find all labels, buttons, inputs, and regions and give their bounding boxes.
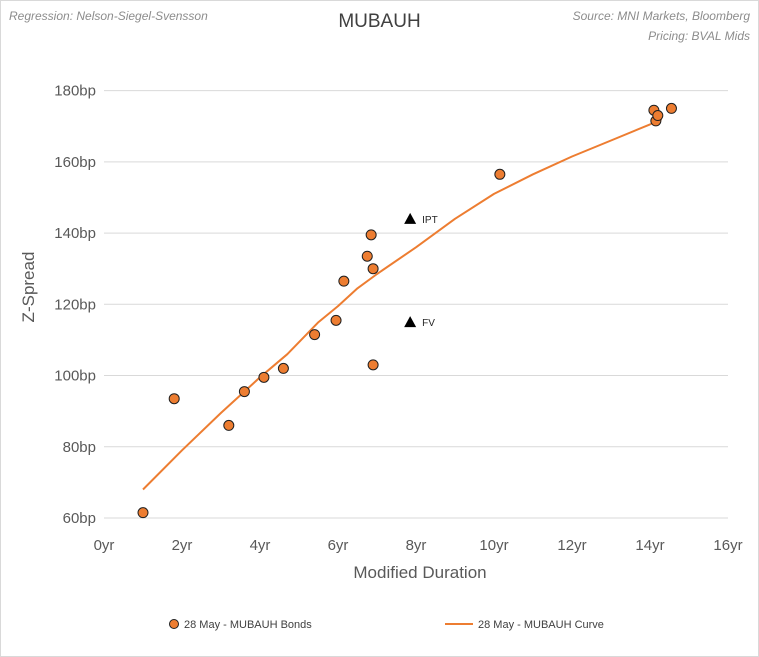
source-note-line1: Source: MNI Markets, Bloomberg	[572, 9, 750, 23]
y-tick-label: 160bp	[54, 154, 96, 171]
source-note: Source: MNI Markets, Bloomberg Pricing: …	[573, 6, 750, 46]
bond-point	[258, 371, 270, 383]
bond-point	[277, 362, 289, 374]
bond-point	[652, 110, 664, 122]
x-tick-label: 2yr	[172, 537, 193, 554]
x-tick-label: 8yr	[406, 537, 427, 554]
y-axis-title: Z-Spread	[19, 252, 38, 323]
bond-point	[137, 507, 149, 519]
y-tick-label: 180bp	[54, 83, 96, 100]
legend-curve-label: 28 May - MUBAUH Curve	[478, 619, 604, 631]
x-axis-title: Modified Duration	[353, 563, 486, 582]
y-tick-label: 140bp	[54, 225, 96, 242]
y-tick-label: 100bp	[54, 368, 96, 385]
x-tick-label: 0yr	[94, 537, 115, 554]
points-layer	[137, 102, 677, 519]
source-note-line2: Pricing: BVAL Mids	[648, 29, 750, 43]
x-tick-label: 10yr	[479, 537, 508, 554]
legend: 28 May - MUBAUH Bonds 28 May - MUBAUH Cu…	[169, 619, 604, 631]
regression-note: Regression: Nelson-Siegel-Svensson	[9, 9, 208, 23]
annotation-label: FV	[422, 318, 435, 329]
bond-point	[367, 263, 379, 275]
y-tick-label: 60bp	[63, 510, 96, 527]
bond-point	[330, 314, 342, 326]
bond-point	[665, 102, 677, 114]
x-tick-label: 4yr	[250, 537, 271, 554]
bond-point	[365, 229, 377, 241]
legend-bonds-label: 28 May - MUBAUH Bonds	[184, 619, 312, 631]
legend-bonds-marker	[169, 619, 179, 629]
annotations-layer: IPT FV	[404, 212, 438, 329]
x-tick-label: 16yr	[713, 537, 742, 554]
bond-point	[309, 329, 321, 341]
annotation-marker	[404, 212, 417, 224]
tick-labels: 60bp 80bp 100bp 120bp 140bp 160bp 180bp 0yr 2yr 4…	[54, 83, 742, 554]
annotation-marker	[404, 316, 417, 328]
bond-point	[223, 419, 235, 431]
x-tick-label: 14yr	[635, 537, 664, 554]
x-tick-label: 12yr	[557, 537, 586, 554]
bond-point	[494, 168, 506, 180]
y-tick-label: 80bp	[63, 439, 96, 456]
gridlines	[104, 90, 728, 519]
annotation-label: IPT	[422, 215, 438, 226]
bond-point	[367, 359, 379, 371]
bond-point	[361, 250, 373, 262]
x-tick-label: 6yr	[328, 537, 349, 554]
bond-point	[338, 275, 350, 287]
bond-point	[168, 393, 180, 405]
chart-title: MUBAUH	[338, 11, 421, 32]
bond-point	[238, 386, 250, 398]
y-tick-label: 120bp	[54, 296, 96, 313]
